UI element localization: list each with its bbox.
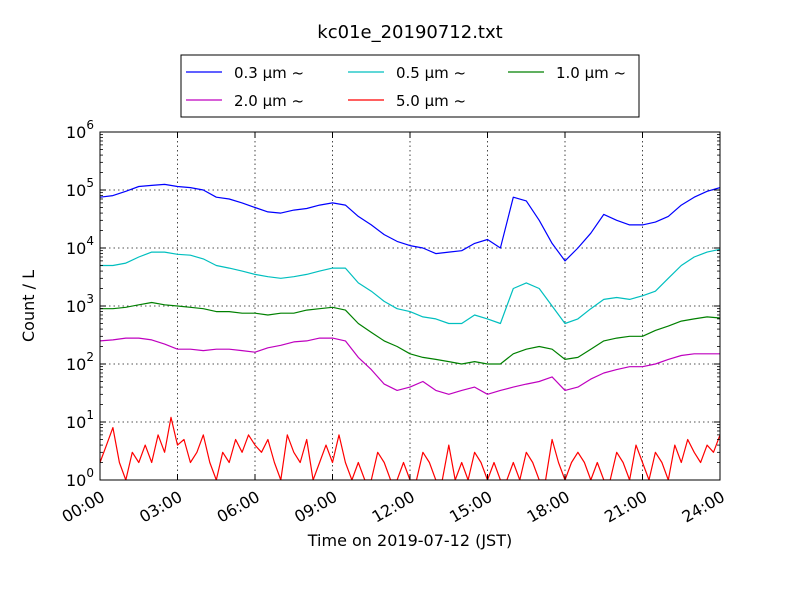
x-tick-label: 06:00 <box>214 487 263 527</box>
y-tick-label: 102 <box>66 350 94 374</box>
series-line-4 <box>100 416 720 480</box>
legend-label-4: 5.0 μm ~ <box>396 92 466 110</box>
x-tick-label: 18:00 <box>524 487 573 527</box>
x-tick-label: 21:00 <box>601 487 650 527</box>
x-axis-label: Time on 2019-07-12 (JST) <box>307 531 512 550</box>
series-line-3 <box>100 337 720 395</box>
chart-title: kc01e_20190712.txt <box>317 22 502 43</box>
x-tick-label: 03:00 <box>136 487 185 527</box>
y-tick-label: 105 <box>66 176 94 200</box>
grid <box>100 132 720 480</box>
y-tick-label: 103 <box>66 292 94 316</box>
y-axis-label: Count / L <box>19 270 38 342</box>
series-line-2 <box>100 301 720 365</box>
y-tick-label: 101 <box>66 408 94 432</box>
x-tick-label: 00:00 <box>59 487 108 527</box>
legend-label-2: 1.0 μm ~ <box>556 64 626 82</box>
y-tick-label: 106 <box>66 118 94 142</box>
series-line-0 <box>100 183 720 262</box>
legend: 0.3 μm ~ 0.5 μm ~ 1.0 μm ~ 2.0 μm ~ 5.0 μm ~ <box>180 54 640 118</box>
x-tick-label: 24:00 <box>679 487 728 527</box>
x-tick-label: 15:00 <box>446 487 495 527</box>
legend-box <box>180 54 640 118</box>
x-tick-label: 12:00 <box>369 487 418 527</box>
legend-label-0: 0.3 μm ~ <box>234 64 304 82</box>
axis-ticks: 00:00 03:00 06:00 09:00 12:00 15:00 18:00 21:00… <box>59 118 728 527</box>
legend-label-1: 0.5 μm ~ <box>396 64 466 82</box>
y-tick-label: 104 <box>66 234 94 258</box>
y-tick-label: 100 <box>66 466 94 490</box>
series-line-1 <box>100 248 720 325</box>
series-lines <box>100 183 720 480</box>
x-tick-label: 09:00 <box>291 487 340 527</box>
legend-label-3: 2.0 μm ~ <box>234 92 304 110</box>
